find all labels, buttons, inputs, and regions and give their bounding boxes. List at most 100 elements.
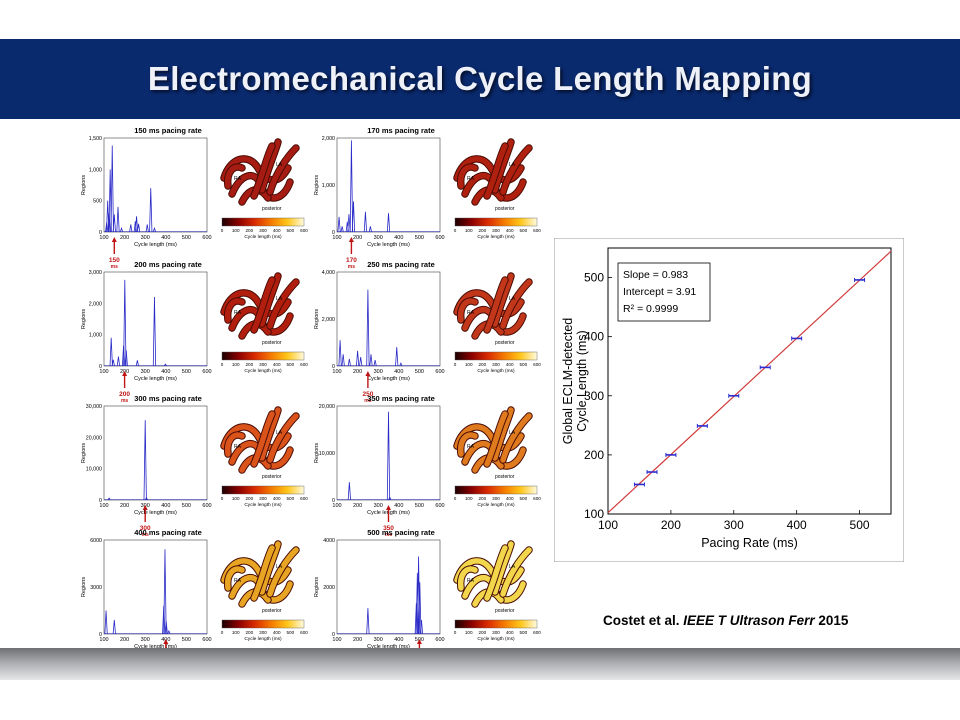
- x-axis-label: Cycle length (ms): [134, 376, 177, 382]
- histogram-peak: [347, 482, 351, 501]
- histogram-peak: [349, 140, 354, 233]
- y-tick-label: 6000: [90, 538, 102, 544]
- colorbar-tick-label: 100: [465, 362, 473, 367]
- atria-strand: [224, 566, 245, 591]
- x-tick-label: 500: [415, 235, 424, 241]
- citation-journal: IEEE T Ultrason Ferr: [683, 613, 815, 628]
- atria-map: RA LA posterior: [453, 272, 533, 346]
- colorbar: [454, 485, 538, 495]
- y-axis-label: Regions: [81, 443, 87, 463]
- y-axis-label: Regions: [314, 175, 320, 195]
- colorbar-tick-label: 0: [454, 630, 457, 635]
- colorbar-tick-label: 0: [221, 362, 224, 367]
- x-axis-label: Cycle length (ms): [134, 510, 177, 516]
- pacing-panel: 200 ms pacing rate 100 200 300 400 500 600 0 1,0…: [81, 260, 308, 404]
- panel-title: 250 ms pacing rate: [367, 260, 435, 269]
- colorbar-tick-label: 300: [492, 228, 500, 233]
- x-tick-label: 600: [435, 235, 444, 241]
- colorbar-tick-label: 500: [519, 630, 527, 635]
- colorbar: [454, 351, 538, 361]
- x-tick-label: 100: [332, 235, 341, 241]
- x-tick-label: 500: [850, 518, 870, 532]
- pacing-panel: 170 ms pacing rate 100 200 300 400 500 600 0 1,0…: [314, 126, 541, 270]
- y-tick-label: 10,000: [319, 451, 335, 457]
- x-tick-label: 600: [435, 637, 444, 643]
- colorbar-label: Cycle length (ms): [244, 502, 282, 508]
- x-tick-label: 200: [120, 235, 129, 241]
- label-ra: RA: [234, 578, 242, 584]
- colorbar-tick-label: 300: [259, 228, 267, 233]
- y-tick-label: 0: [332, 632, 335, 638]
- histogram-peak: [399, 362, 403, 367]
- atria-strand: [484, 143, 508, 199]
- pacing-marker-value: 200: [119, 391, 130, 398]
- y-tick-label: 0: [332, 230, 335, 236]
- atria-strand: [492, 407, 514, 461]
- colorbar-tick-label: 500: [286, 496, 294, 501]
- atria-strand: [267, 413, 299, 463]
- colorbar-label: Cycle length (ms): [244, 234, 282, 240]
- colorbar-tick-label: 200: [478, 228, 486, 233]
- colorbar-tick-label: 600: [533, 362, 541, 367]
- colorbar-label: Cycle length (ms): [244, 368, 282, 374]
- histogram-peak: [144, 496, 148, 501]
- atria-map: RA LA posterior: [220, 138, 300, 212]
- colorbar: [454, 619, 538, 629]
- histogram-peak: [395, 347, 399, 367]
- histogram-peak: [133, 221, 137, 233]
- y-tick-label: 2,000: [89, 301, 102, 307]
- x-tick-label: 600: [202, 369, 211, 375]
- atria-strand: [457, 164, 478, 189]
- y-tick-label: 0: [99, 632, 102, 638]
- histogram-peak: [415, 572, 419, 635]
- y-tick-label: 1,000: [89, 333, 102, 339]
- colorbar: [454, 217, 538, 227]
- x-tick-label: 300: [374, 637, 383, 643]
- x-tick-label: 200: [661, 518, 681, 532]
- x-tick-label: 100: [598, 518, 618, 532]
- colorbar-tick-label: 500: [519, 228, 527, 233]
- histogram-peak: [124, 350, 128, 367]
- label-ra: RA: [234, 310, 242, 316]
- x-tick-label: 600: [202, 503, 211, 509]
- histogram-peak: [388, 496, 392, 501]
- x-axis-label: Cycle length (ms): [367, 644, 410, 650]
- colorbar-label: Cycle length (ms): [477, 368, 515, 374]
- pacing-marker-unit: ms: [364, 398, 371, 404]
- y-tick-label: 0: [99, 498, 102, 504]
- pacing-marker-value: 150: [109, 257, 120, 264]
- x-tick-label: 500: [182, 369, 191, 375]
- histogram-peak: [363, 211, 368, 233]
- histogram-peak: [356, 350, 360, 367]
- pacing-panel: 250 ms pacing rate 100 200 300 400 500 600 0 2,0…: [314, 260, 541, 404]
- panel-title: 350 ms pacing rate: [367, 394, 435, 403]
- histogram-peak: [340, 226, 344, 233]
- colorbar-tick-label: 500: [519, 362, 527, 367]
- histogram-frame: [103, 405, 208, 501]
- pacing-arrowhead: [365, 371, 371, 376]
- atria-strand: [500, 547, 532, 597]
- y-tick-label: 2,000: [322, 317, 335, 323]
- pacing-panel: 350 ms pacing rate 100 200 300 400 500 600 0 10,…: [314, 394, 541, 538]
- atria-strand: [224, 432, 245, 457]
- histogram-peak: [152, 297, 157, 367]
- x-tick-label: 100: [99, 235, 108, 241]
- colorbar-tick-label: 200: [245, 228, 253, 233]
- x-tick-label: 100: [332, 369, 341, 375]
- x-axis-label: Cycle length (ms): [367, 242, 410, 248]
- histogram-peak: [386, 213, 391, 233]
- citation: Costet et al. IEEE T Ultrason Ferr 2015: [603, 613, 848, 628]
- histogram-peak: [163, 549, 167, 635]
- atria-strand: [500, 413, 532, 463]
- colorbar-tick-label: 500: [286, 228, 294, 233]
- x-tick-label: 100: [99, 503, 108, 509]
- x-tick-label: 400: [161, 503, 170, 509]
- y-axis-label: Regions: [314, 309, 320, 329]
- y-axis-label: Regions: [81, 175, 87, 195]
- x-axis-label: Pacing Rate (ms): [701, 536, 798, 550]
- atria-map: RA LA posterior: [220, 406, 300, 480]
- atria-strand: [259, 407, 281, 461]
- pacing-arrowhead: [163, 639, 169, 644]
- pacing-marker-value: 250: [362, 391, 373, 398]
